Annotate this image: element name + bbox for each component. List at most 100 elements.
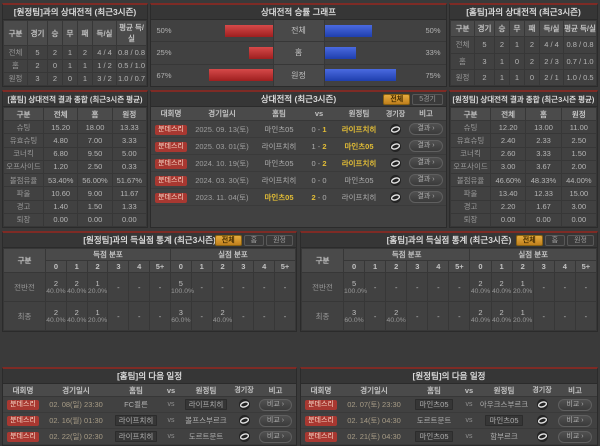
result-button[interactable]: 결과 › [409, 157, 443, 169]
stat-value: 3.67 [525, 159, 562, 175]
stat-value: 56.00% [77, 173, 113, 188]
stat-value: 2.00 [560, 159, 598, 175]
col-header: 승 [47, 19, 63, 47]
stat-value: 2 [47, 71, 63, 87]
col-header: 원정팀 [348, 109, 370, 118]
panel-title: [홈팀]의 다음 일정 [3, 369, 296, 384]
graph-row-label: 전체 [272, 20, 325, 42]
panel-title: 상대전적 (최근3시즌) 전체 5경기 [151, 92, 446, 107]
panel-title: 상대전적 승률 그래프 [151, 5, 446, 20]
dist-cell: - [107, 272, 130, 302]
stadium-icon[interactable] [385, 174, 406, 186]
bin-header: 3 [406, 260, 429, 273]
stat-value: 11.67 [111, 186, 148, 201]
filter-home-button[interactable]: 홈 [243, 235, 265, 246]
stadium-icon[interactable] [385, 191, 406, 203]
stadium-icon[interactable] [233, 431, 255, 443]
dist-cell: - [553, 301, 576, 331]
compare-button[interactable]: 비교 › [258, 414, 293, 427]
compare-button[interactable]: 비교 › [558, 430, 592, 443]
filter-home-button[interactable]: 홈 [544, 235, 566, 246]
match-row: 분데스리 2024. 03. 30(토) 라이프치히 0 - 0 마인츠05 결… [151, 172, 446, 189]
h2h-matches-panel: 상대전적 (최근3시즌) 전체 5경기 대회명 경기일시 홈팀 vs 원정팀 경… [150, 90, 447, 228]
result-button[interactable]: 결과 › [409, 191, 443, 203]
league-badge: 분데스리 [155, 192, 187, 203]
stat-value: 1.50 [560, 146, 598, 161]
dist-cell: - [427, 272, 450, 302]
table-row: 볼점유율 53.40% 56.00% 51.67% [3, 173, 148, 188]
list-header: 대회명 경기일시 홈팀 vs 원정팀 경기장 비고 [151, 107, 446, 121]
stat-value: 4 / 4 [539, 36, 564, 54]
dist-cell: 5 100.0% [169, 272, 194, 302]
dist-cell: - [253, 301, 276, 331]
home-team-record-panel: [원정팀]과의 상대전적 (최근3시즌) 구분 경기 승 무 패 득/실 평균 득/실 전체… [2, 3, 148, 87]
stat-value: 1.33 [111, 199, 148, 214]
away-team-name: 아우크스부르크 [479, 400, 529, 410]
row-label: 오프사이드 [450, 159, 491, 175]
table-row: 전체 5 2 1 2 4 / 4 0.8 / 0.8 [3, 45, 147, 60]
schedule-row: 분데스리 02. 16(월) 01:30 라이프치히 vs 볼프스부르크 비교 … [3, 413, 296, 430]
compare-button[interactable]: 비교 › [258, 398, 293, 411]
stat-value: 2 / 1 [539, 68, 564, 87]
stat-value: 51.67% [111, 173, 148, 188]
away-team-name: 마인츠05 [344, 141, 374, 151]
league-badge: 분데스리 [155, 175, 187, 186]
filter-away-button[interactable]: 원정 [567, 235, 594, 246]
filter-5games-button[interactable]: 5경기 [412, 94, 443, 105]
home-team-name: 마인츠05 [264, 158, 294, 168]
stat-value: 1 [494, 52, 510, 70]
compare-button[interactable]: 비교 › [558, 398, 592, 411]
col-header: 경기장 [234, 387, 254, 395]
stat-value: 11.00 [560, 120, 598, 135]
dist-cell: - [274, 272, 296, 302]
row-label: 퇴장 [450, 212, 491, 228]
stadium-icon[interactable] [531, 415, 553, 427]
stadium-icon[interactable] [233, 415, 255, 427]
filter-all-button[interactable]: 전체 [214, 235, 242, 246]
stat-value: 48.33% [525, 173, 562, 188]
result-button[interactable]: 결과 › [409, 174, 443, 186]
dist-cell: - [128, 272, 151, 302]
winrate-graph-panel: 상대전적 승률 그래프 50% 전체 50% 25% 홈 33% 67% 원정 … [150, 3, 447, 87]
compare-button[interactable]: 비교 › [558, 414, 592, 427]
bin-header: 4 [553, 260, 576, 273]
match-date: 2024. 03. 30(토) [195, 175, 249, 185]
bin-header: 4 [128, 260, 151, 273]
dist-cell: 2 40.0% [45, 301, 67, 331]
col-header: 평균 득/실 [563, 19, 597, 38]
filter-all-button[interactable]: 전체 [515, 235, 543, 246]
row-label: 원정 [3, 71, 28, 87]
stadium-icon[interactable] [531, 431, 553, 443]
table-row: 최종 3 60.0% - 2 40.0% - - - 2 40.0% 2 40.0% 1… [301, 301, 598, 331]
filter-away-button[interactable]: 원정 [266, 235, 293, 246]
table-row: 경고 2.20 1.67 3.00 [450, 199, 598, 214]
match-date: 2024. 10. 19(토) [195, 158, 249, 168]
row-label: 홈 [450, 52, 475, 70]
home-team-name: 라이프치히 [114, 431, 158, 443]
dist-cell: - [532, 301, 555, 331]
stadium-icon[interactable] [531, 399, 553, 411]
compare-button[interactable]: 비교 › [258, 430, 293, 443]
row-label: 경고 [450, 199, 491, 214]
stat-value: 3.33 [525, 146, 562, 161]
vs-label: vs [465, 401, 473, 409]
away-team-record-panel: [홈팀]과의 상대전적 (최근3시즌) 구분 경기 승 무 패 득/실 평균 득/실 전체 5… [449, 3, 598, 87]
row-label: 유효슈팅 [3, 133, 44, 148]
table-row: 유효슈팅 4.80 7.00 3.33 [3, 133, 148, 148]
stadium-icon[interactable] [385, 157, 406, 169]
result-button[interactable]: 결과 › [409, 123, 443, 135]
filter-all-button[interactable]: 전체 [383, 94, 411, 105]
stat-value: 10.60 [42, 186, 79, 201]
row-label: 원정 [450, 68, 475, 87]
col-group-header: 실점 분포 [469, 248, 597, 261]
stadium-icon[interactable] [233, 399, 255, 411]
result-button[interactable]: 결과 › [409, 140, 443, 152]
schedule-row: 분데스리 02. 08(일) 23:30 FC쾰른 vs 라이프치히 비교 › [3, 397, 296, 414]
dist-cell: - [427, 301, 450, 331]
stadium-icon[interactable] [385, 140, 406, 152]
schedule-row: 분데스리 02. 14(토) 04:30 도르트문트 vs 마인츠05 비교 › [301, 413, 597, 430]
home-goals-stats-panel: [원정팀]과의 득실점 통계 (최근3시즌) 전체 홈 원정 구분 득점 분포 실점… [2, 231, 297, 332]
stadium-icon[interactable] [385, 123, 406, 135]
table-row: 슈팅 15.20 18.00 13.33 [3, 120, 148, 135]
stat-value: 15.00 [560, 186, 598, 201]
